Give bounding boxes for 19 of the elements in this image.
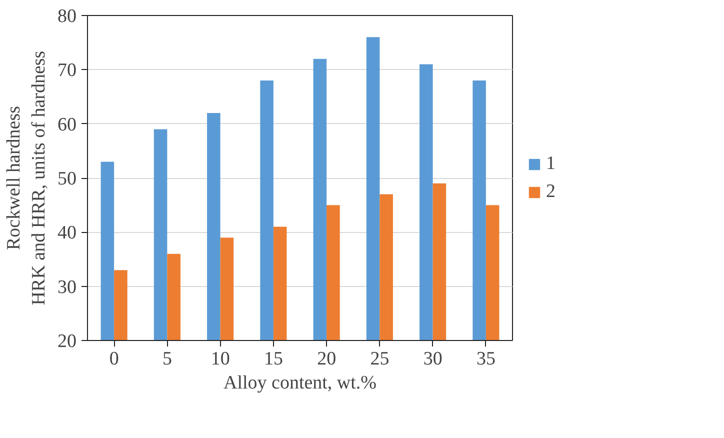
x-tick-label: 0: [109, 348, 119, 370]
x-tick-label: 10: [210, 348, 230, 370]
y-tick-label: 60: [58, 114, 76, 136]
x-tick-label: 5: [162, 348, 172, 370]
legend-label: 2: [546, 180, 556, 202]
x-tick-label: 20: [317, 348, 336, 370]
x-tick-label: 30: [423, 348, 442, 370]
y-tick-label: 40: [58, 222, 76, 244]
y-tick-label: 30: [58, 276, 76, 298]
y-tick-label: 20: [58, 331, 76, 352]
y-axis-title: Rockwell hardness HRK and HRR, units of hardness: [3, 50, 50, 306]
x-axis-title: Alloy content, wt.%: [223, 372, 377, 394]
x-tick-label: 15: [264, 348, 283, 370]
y-tick-label: 70: [58, 60, 76, 82]
y-tick-label: 80: [58, 6, 76, 27]
x-tick-label: 35: [476, 348, 496, 370]
legend-label: 1: [546, 152, 556, 174]
y-tick-label: 50: [58, 168, 76, 190]
x-tick-label: 25: [370, 348, 390, 370]
